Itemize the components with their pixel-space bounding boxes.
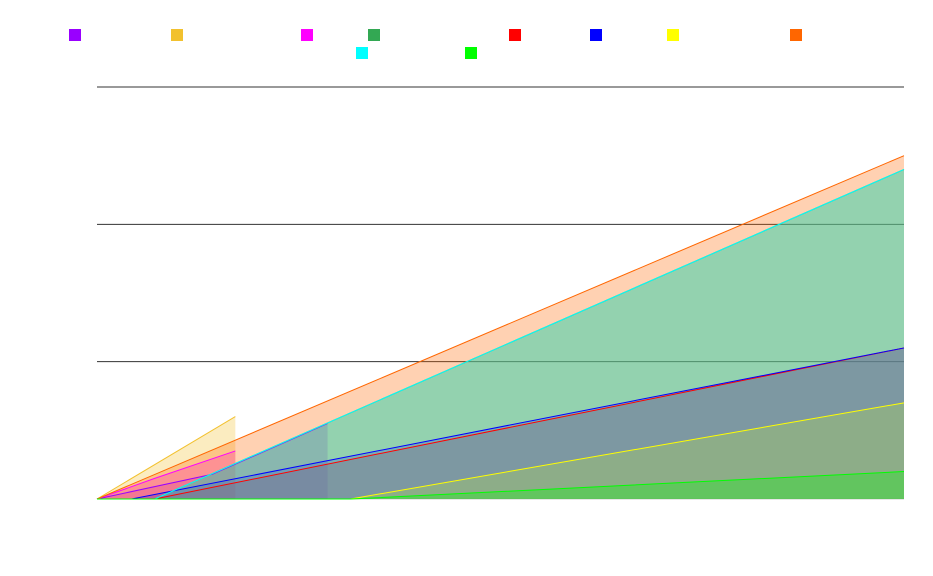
series-area-4 xyxy=(97,347,904,499)
series-line-0 xyxy=(96,423,328,500)
legend-swatch-8 xyxy=(356,47,368,59)
series-area-5 xyxy=(97,347,904,499)
series-area-8 xyxy=(97,169,904,499)
legend-swatch-9 xyxy=(465,47,477,59)
series-area-3 xyxy=(97,169,904,499)
legend-swatch-2 xyxy=(301,29,313,41)
series-line-9 xyxy=(97,471,905,500)
series-area-6 xyxy=(97,402,904,499)
legend-swatch-6 xyxy=(667,29,679,41)
legend-swatch-1 xyxy=(171,29,183,41)
legend-swatch-0 xyxy=(69,29,81,41)
legend-swatch-5 xyxy=(590,29,602,41)
series-line-2 xyxy=(96,450,236,500)
series-line-7 xyxy=(96,155,905,500)
legend-swatch-7 xyxy=(790,29,802,41)
series-area-9 xyxy=(97,471,904,499)
legend-swatch-4 xyxy=(509,29,521,41)
series-area-0 xyxy=(97,423,328,499)
series-line-1 xyxy=(96,416,236,500)
gridlines xyxy=(97,86,904,500)
legend xyxy=(69,29,802,59)
legend-swatch-3 xyxy=(368,29,380,41)
series-area-7 xyxy=(97,155,904,499)
series-lines xyxy=(96,155,905,500)
